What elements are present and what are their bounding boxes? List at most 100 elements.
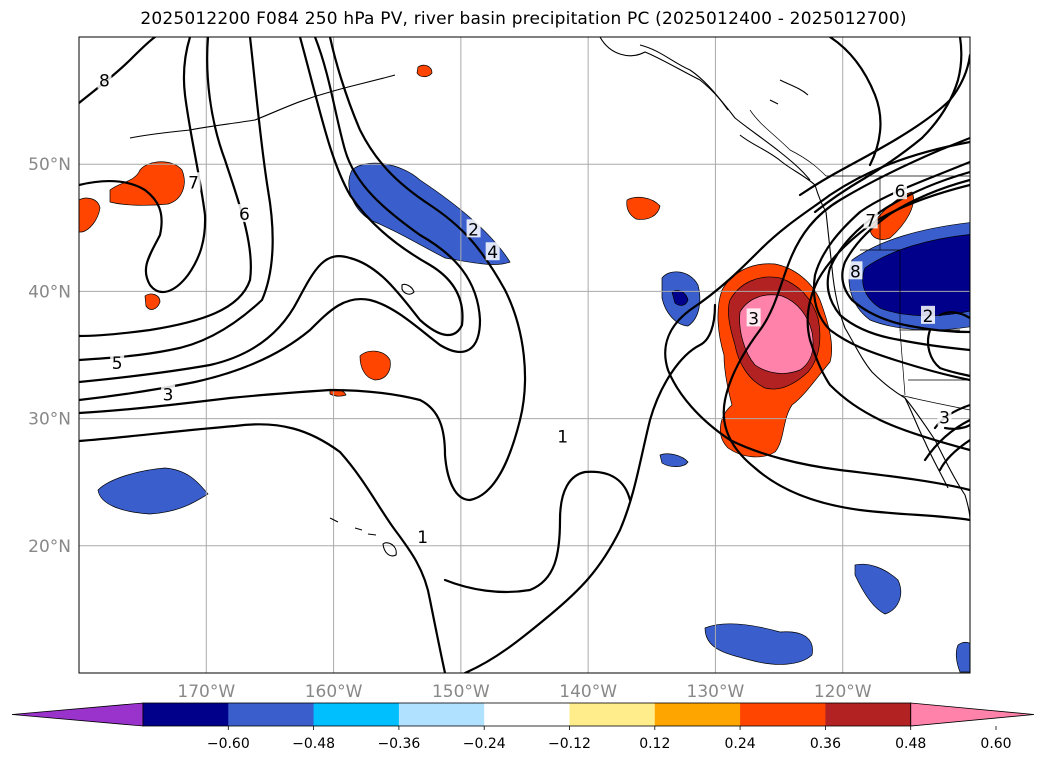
pv-contour-6 [79,37,252,338]
colorbar-extend-high [910,702,1035,727]
lon-tick-label: 160°W [305,682,363,702]
colorbar-segment [569,703,656,726]
border-ak-canada [749,109,827,177]
contour-label-bg [161,384,176,403]
pv-contour-label: 1 [417,528,428,548]
precip-anomaly-blue [659,453,689,467]
pv-contour-label: 2 [468,220,479,240]
lat-tick-label: 20°N [28,537,71,557]
colorbar-tick-label: −0.12 [548,736,591,752]
contour-label-bg [937,407,952,426]
colorbar-tick-label: 0.24 [725,736,756,752]
pv-contour-east-5 [826,170,970,352]
lon-tick-label: 140°W [559,682,617,702]
coastline-baja [904,397,949,489]
precip-anomaly-blue [854,563,902,615]
contour-label-bg [920,305,935,324]
contour-label-bg [110,352,125,371]
map-title: 2025012200 F084 250 hPa PV, river basin … [140,9,907,29]
colorbar-segment [484,703,570,726]
coastline-bc [739,134,827,213]
precip-anomaly-darkblue [862,234,970,317]
colorbar-tick-labels: −0.60 −0.48 −0.36 −0.24 −0.12 0.12 0.24 0.36 0.4… [207,726,1012,752]
contour-label-bg [863,210,878,229]
pv-contour-label: 7 [865,211,876,231]
pv-contour-label: 5 [112,354,123,374]
pv-contours [79,37,970,673]
colorbar-tick-label: 0.12 [639,736,670,752]
pv-contour-east-11 [938,438,970,472]
colorbar-tick-label: 0.48 [895,736,926,752]
colorbar-segment [143,703,229,726]
pv-contour-east-4 [812,160,970,382]
pv-contour-east-8 [813,37,963,214]
coastline-us-west [825,211,970,521]
pv-contour-4b [79,37,464,384]
pv-contour-1b [463,303,717,673]
contour-label-bg [186,172,201,191]
precip-anomaly-orange [359,350,391,381]
contour-label-bg [466,219,481,238]
pv-contour-label: 4 [487,243,498,263]
precip-positive-areas [79,64,914,458]
precip-anomaly-blue [955,641,970,673]
pv-contour-5 [79,37,274,362]
contour-label-bg [415,527,430,546]
precip-anomaly-blue [704,623,813,665]
pv-contour-label: 7 [188,173,199,193]
contour-label-bg [555,426,570,445]
colorbar-segment [740,703,826,726]
pv-contour-east-7 [798,53,970,197]
lon-tick-label: 130°W [687,682,745,702]
map-frame [78,36,971,674]
colorbar-segment [313,703,400,726]
coastline-aleutians [129,74,396,139]
coastline-alaska-inner [639,44,729,111]
pv-contour-7 [79,37,207,294]
lat-tick-label: 40°N [28,282,71,302]
colorbar-tick-label: 0.60 [980,736,1011,752]
pv-contour-3 [79,37,482,402]
colorbar-tick-label: −0.36 [377,736,420,752]
colorbar-extend-low [11,702,144,727]
contour-label-bg [485,242,500,261]
pv-contour-label: 6 [895,182,906,202]
pv-contour-8 [79,37,157,105]
colorbar [11,702,1035,727]
colorbar-segment [654,703,741,726]
pv-contour-1c [443,470,632,594]
contour-label-bg [237,204,252,223]
pv-contour-east-12 [926,311,970,378]
border-states [860,176,970,396]
colorbar-tick-label: −0.60 [207,736,250,752]
pv-contour-label: 1 [557,428,568,448]
precip-anomaly-blue [97,467,209,515]
pv-contour-label: 3 [163,386,174,406]
precip-anomaly-orange [144,293,161,310]
colorbar-tick-label: −0.24 [463,736,506,752]
pv-contour-label: 8 [99,72,110,92]
precip-anomaly-orange [416,64,433,78]
precip-anomaly-orange [626,196,661,220]
precip-anomaly-orange [79,197,101,233]
pv-contour-label: 2 [923,307,934,327]
pv-contour-label: 3 [748,309,759,329]
colorbar-segment [398,703,485,726]
lat-tick-label: 30°N [28,410,71,430]
pv-contour-label: 3 [939,409,950,429]
island-small [769,79,809,105]
lon-tick-label: 120°W [814,682,872,702]
colorbar-outline [142,702,912,727]
pv-contour-east-1 [664,140,970,492]
island-hawaii [329,517,397,557]
pv-contour-label: 8 [850,262,861,282]
contour-label-bg [97,70,112,89]
colorbar-tick-label: −0.48 [292,736,335,752]
contour-label-bg [848,261,863,280]
lon-tick-label: 170°W [177,682,235,702]
lon-tick-label: 150°W [432,682,490,702]
lat-tick-label: 50°N [28,155,71,175]
precip-anomaly-orange [109,161,185,206]
